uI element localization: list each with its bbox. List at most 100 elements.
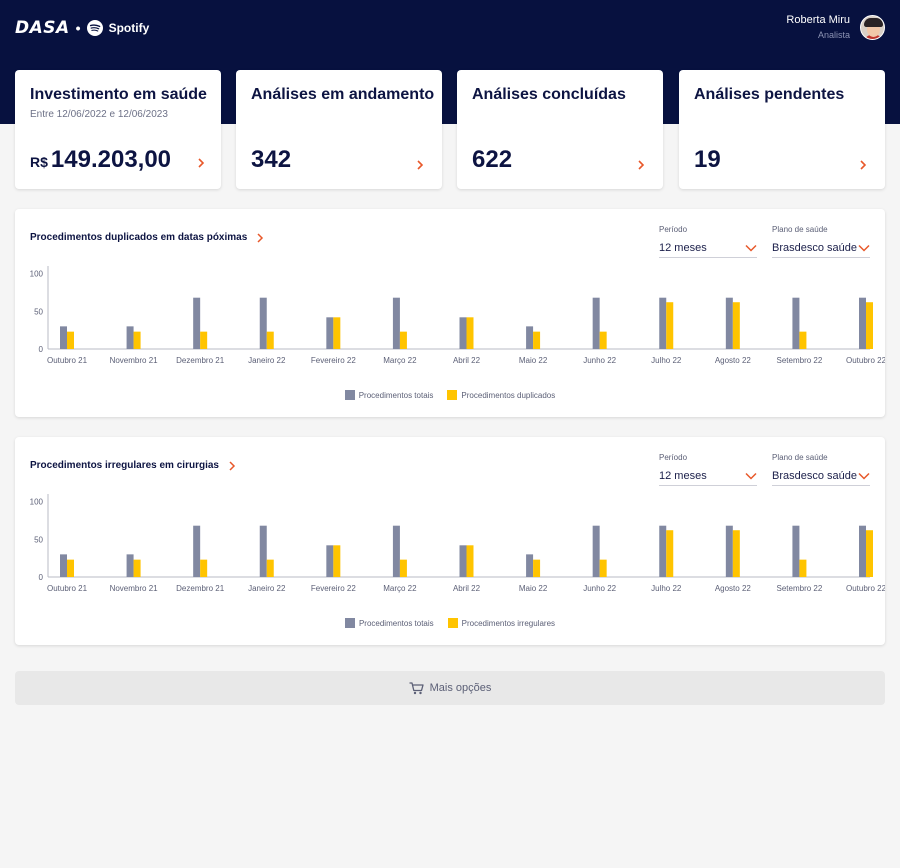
y-tick-label: 100 — [30, 270, 44, 279]
user-menu[interactable]: Roberta Miru Analista — [786, 14, 885, 40]
kpi-card-concluidas[interactable]: Análises concluídas 622 — [457, 70, 663, 189]
bar-total[interactable] — [859, 297, 866, 349]
chart-title[interactable]: Procedimentos irregulares em cirurgias — [30, 460, 237, 471]
bar-secondary[interactable] — [866, 302, 873, 349]
kpi-card-andamento[interactable]: Análises em andamento 342 — [236, 70, 442, 189]
bar-total[interactable] — [792, 525, 800, 577]
bar-secondary[interactable] — [799, 559, 807, 577]
kpi-currency: R$ — [30, 154, 48, 170]
kpi-title: Investimento em saúde — [30, 86, 207, 103]
bar-secondary[interactable] — [333, 545, 341, 577]
x-tick-label: Maio 22 — [519, 584, 548, 593]
period-value: 12 meses — [659, 469, 707, 482]
bar-secondary[interactable] — [200, 559, 208, 577]
kpi-value: R$ 149.203,00 — [30, 146, 172, 173]
bar-total[interactable] — [193, 525, 201, 577]
bar-total[interactable] — [126, 554, 134, 577]
bar-total[interactable] — [326, 545, 334, 577]
chevron-right-icon[interactable] — [414, 159, 426, 171]
chevron-down-icon — [858, 472, 870, 480]
bar-total[interactable] — [526, 326, 534, 349]
bar-total[interactable] — [126, 326, 134, 349]
chevron-right-icon[interactable] — [255, 232, 265, 243]
kpi-title: Análises em andamento — [251, 86, 435, 103]
bar-total[interactable] — [592, 525, 600, 577]
bar-total[interactable] — [659, 297, 667, 349]
bar-total[interactable] — [60, 554, 67, 577]
x-tick-label: Agosto 22 — [715, 356, 752, 365]
bar-total[interactable] — [792, 297, 800, 349]
bar-secondary[interactable] — [866, 530, 873, 577]
bar-secondary[interactable] — [533, 331, 541, 349]
chart-card-irregulares: Procedimentos irregulares em cirurgias P… — [15, 437, 885, 645]
bar-secondary[interactable] — [266, 559, 274, 577]
brand-logo[interactable]: DASA • Spotify — [15, 18, 149, 38]
bar-secondary[interactable] — [732, 530, 740, 577]
bar-total[interactable] — [259, 525, 267, 577]
health-plan-select[interactable]: Plano de saúde Brasdesco saúde — [772, 453, 870, 486]
x-tick-label: Novembro 21 — [110, 584, 159, 593]
chevron-right-icon[interactable] — [857, 159, 869, 171]
x-tick-label: Setembro 22 — [777, 356, 823, 365]
bar-secondary[interactable] — [133, 331, 141, 349]
bar-total[interactable] — [193, 297, 201, 349]
x-tick-label: Dezembro 21 — [176, 584, 225, 593]
bar-total[interactable] — [459, 317, 467, 349]
bar-secondary[interactable] — [599, 559, 607, 577]
bar-total[interactable] — [859, 525, 866, 577]
legend-item-totais: Procedimentos totais — [344, 390, 433, 400]
x-tick-label: Outubro 22 — [846, 584, 885, 593]
bar-secondary[interactable] — [466, 545, 474, 577]
kpi-card-pendentes[interactable]: Análises pendentes 19 — [679, 70, 885, 189]
y-tick-label: 50 — [34, 535, 43, 544]
health-plan-select[interactable]: Plano de saúde Brasdesco saúde — [772, 225, 870, 258]
chevron-right-icon[interactable] — [635, 159, 647, 171]
health-plan-value: Brasdesco saúde — [772, 469, 857, 482]
bar-secondary[interactable] — [466, 317, 474, 349]
bar-total[interactable] — [725, 297, 733, 349]
x-tick-label: Dezembro 21 — [176, 356, 225, 365]
bar-total[interactable] — [659, 525, 667, 577]
x-tick-label: Março 22 — [383, 584, 417, 593]
bar-total[interactable] — [459, 545, 467, 577]
bar-secondary[interactable] — [67, 331, 74, 349]
bar-total[interactable] — [326, 317, 334, 349]
more-options-label: Mais opções — [429, 682, 492, 694]
bar-secondary[interactable] — [67, 559, 74, 577]
x-tick-label: Julho 22 — [651, 584, 682, 593]
bar-secondary[interactable] — [599, 331, 607, 349]
legend-item-totais: Procedimentos totais — [344, 618, 434, 628]
bar-secondary[interactable] — [399, 331, 407, 349]
bar-total[interactable] — [60, 326, 67, 349]
chevron-right-icon[interactable] — [195, 157, 207, 169]
chart-title[interactable]: Procedimentos duplicados em datas póxima… — [30, 232, 265, 243]
bar-secondary[interactable] — [666, 302, 674, 349]
period-select[interactable]: Período 12 meses — [659, 453, 757, 486]
more-options-button[interactable]: Mais opções — [15, 671, 885, 705]
chart-legend: Procedimentos totais Procedimentos irreg… — [15, 618, 885, 628]
kpi-card-investimento[interactable]: Investimento em saúde Entre 12/06/2022 e… — [15, 70, 221, 189]
brand-separator: • — [75, 20, 81, 36]
bar-total[interactable] — [592, 297, 600, 349]
bar-secondary[interactable] — [666, 530, 674, 577]
bar-total[interactable] — [392, 525, 400, 577]
bar-secondary[interactable] — [399, 559, 407, 577]
bar-secondary[interactable] — [732, 302, 740, 349]
bar-total[interactable] — [526, 554, 534, 577]
bar-total[interactable] — [259, 297, 267, 349]
bar-secondary[interactable] — [799, 331, 807, 349]
kpi-title: Análises concluídas — [472, 86, 626, 103]
period-select[interactable]: Período 12 meses — [659, 225, 757, 258]
bar-secondary[interactable] — [200, 331, 208, 349]
bar-secondary[interactable] — [266, 331, 274, 349]
bar-total[interactable] — [392, 297, 400, 349]
user-name: Roberta Miru — [786, 14, 850, 26]
chevron-right-icon[interactable] — [227, 460, 237, 471]
x-tick-label: Outubro 21 — [47, 584, 88, 593]
bar-secondary[interactable] — [333, 317, 341, 349]
x-tick-label: Outubro 21 — [47, 356, 88, 365]
bar-secondary[interactable] — [133, 559, 141, 577]
bar-secondary[interactable] — [533, 559, 541, 577]
avatar[interactable] — [860, 14, 885, 40]
bar-total[interactable] — [725, 525, 733, 577]
